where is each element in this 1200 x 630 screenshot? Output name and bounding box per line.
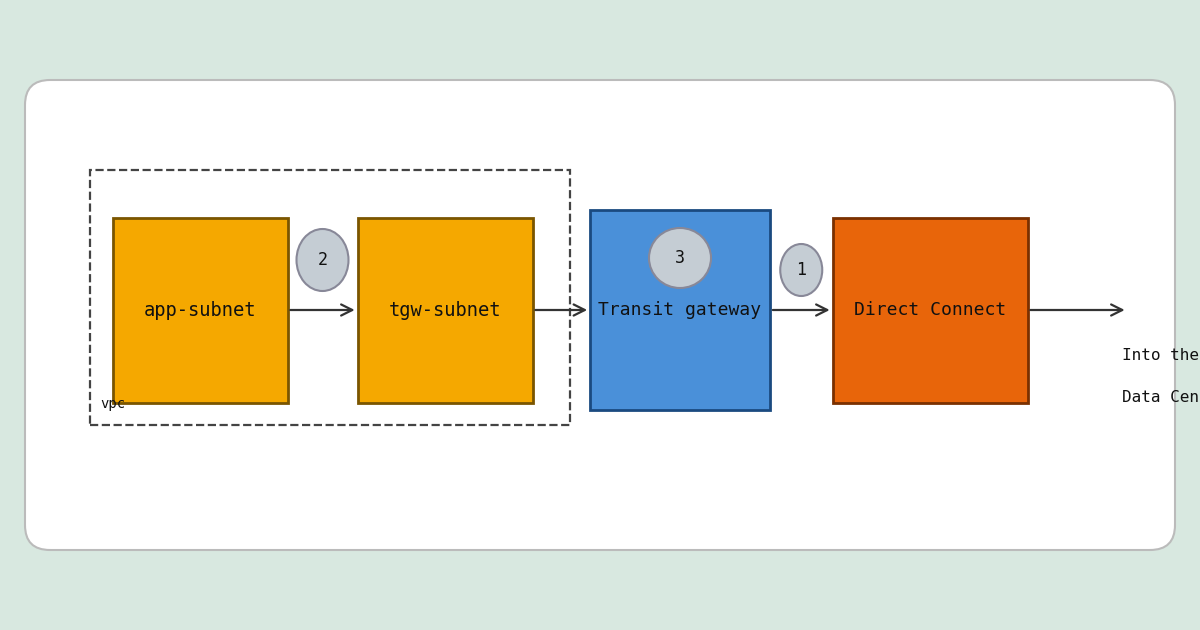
Text: Direct Connect: Direct Connect [854, 301, 1006, 319]
Ellipse shape [296, 229, 348, 291]
Text: 1: 1 [797, 261, 806, 279]
Bar [590, 210, 770, 410]
Bar [833, 217, 1027, 403]
Bar [113, 217, 288, 403]
Text: 3: 3 [674, 249, 685, 267]
Text: 2: 2 [318, 251, 328, 269]
FancyBboxPatch shape [25, 80, 1175, 550]
Text: tgw-subnet: tgw-subnet [389, 301, 502, 319]
Bar [358, 217, 533, 403]
Bar [90, 170, 570, 425]
Text: Into the: Into the [1122, 348, 1200, 363]
Text: vpc: vpc [100, 397, 125, 411]
Text: Data Centre: Data Centre [1122, 390, 1200, 405]
Text: app-subnet: app-subnet [144, 301, 257, 319]
Ellipse shape [780, 244, 822, 296]
Text: Transit gateway: Transit gateway [599, 301, 762, 319]
Ellipse shape [649, 228, 710, 288]
